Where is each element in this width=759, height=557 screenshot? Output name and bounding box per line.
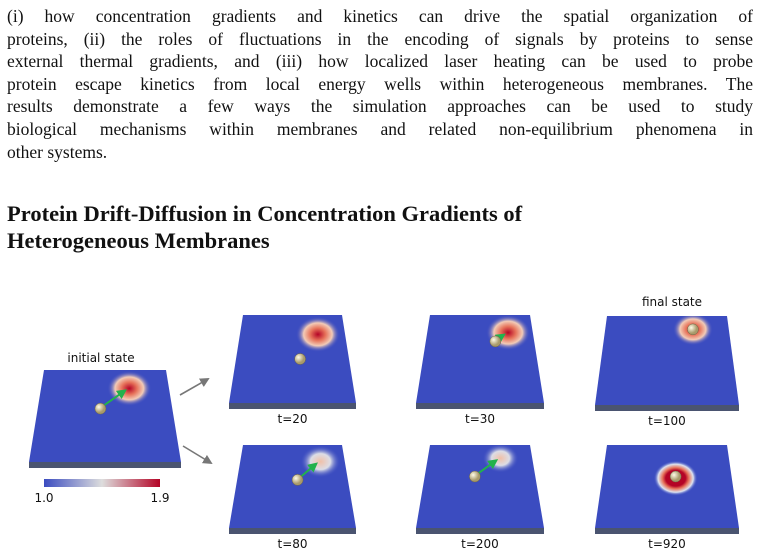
panel-label: t=20 bbox=[277, 412, 307, 426]
paragraph-line: proteins, (ii) the roles of fluctuations… bbox=[7, 28, 753, 49]
membrane-side bbox=[229, 528, 356, 534]
protein bbox=[687, 323, 699, 336]
protein bbox=[469, 470, 481, 483]
final-label: final state bbox=[642, 295, 702, 309]
paragraph-line: (i) how concentration gradients and kine… bbox=[7, 6, 753, 26]
membrane-side bbox=[416, 403, 544, 409]
arrow bbox=[179, 378, 210, 396]
paragraph-line: other systems. bbox=[7, 141, 108, 162]
colorbar-max: 1.9 bbox=[150, 491, 169, 505]
protein bbox=[489, 335, 502, 348]
paragraph-line: external thermal gradients, and (iii) ho… bbox=[7, 51, 753, 72]
protein bbox=[294, 353, 306, 365]
paragraph-line: biological mechanisms within membranes a… bbox=[7, 118, 753, 139]
membrane-side bbox=[595, 405, 739, 411]
drift-arrow bbox=[477, 459, 499, 475]
drift-arrow bbox=[102, 389, 127, 407]
panel-label: t=100 bbox=[648, 414, 686, 428]
heading-line: Heterogeneous Membranes bbox=[7, 228, 270, 253]
panel-label: t=30 bbox=[465, 412, 495, 426]
panel-label: t=80 bbox=[277, 537, 307, 551]
paragraph-line: protein escape kinetics from local energ… bbox=[7, 73, 753, 94]
paragraph-line: results demonstrate a few ways the simul… bbox=[7, 96, 753, 117]
section-heading: Protein Drift-Diffusion in Concentration… bbox=[7, 200, 522, 254]
membrane-side bbox=[416, 528, 544, 534]
membrane-side bbox=[595, 528, 739, 534]
membrane-top bbox=[29, 370, 181, 462]
colorbar-min: 1.0 bbox=[34, 491, 53, 505]
arrow bbox=[182, 445, 213, 464]
protein bbox=[291, 474, 304, 486]
paragraph: (i) how concentration gradients and kine… bbox=[7, 5, 753, 163]
membrane-side bbox=[229, 403, 356, 409]
membrane-side bbox=[29, 462, 181, 468]
drift-arrow bbox=[299, 462, 318, 478]
membrane-top bbox=[595, 316, 739, 405]
heading-line: Protein Drift-Diffusion in Concentration… bbox=[7, 201, 523, 226]
initial-label: initial state bbox=[67, 351, 134, 365]
concentration-blob bbox=[107, 370, 152, 406]
concentration-blob bbox=[295, 316, 340, 352]
concentration-blob bbox=[482, 445, 519, 473]
panel-label: t=200 bbox=[461, 537, 499, 551]
membrane-top bbox=[416, 445, 544, 528]
protein bbox=[669, 470, 682, 483]
panel-label: t=920 bbox=[648, 537, 686, 551]
protein bbox=[94, 402, 107, 415]
colorbar bbox=[44, 479, 160, 487]
